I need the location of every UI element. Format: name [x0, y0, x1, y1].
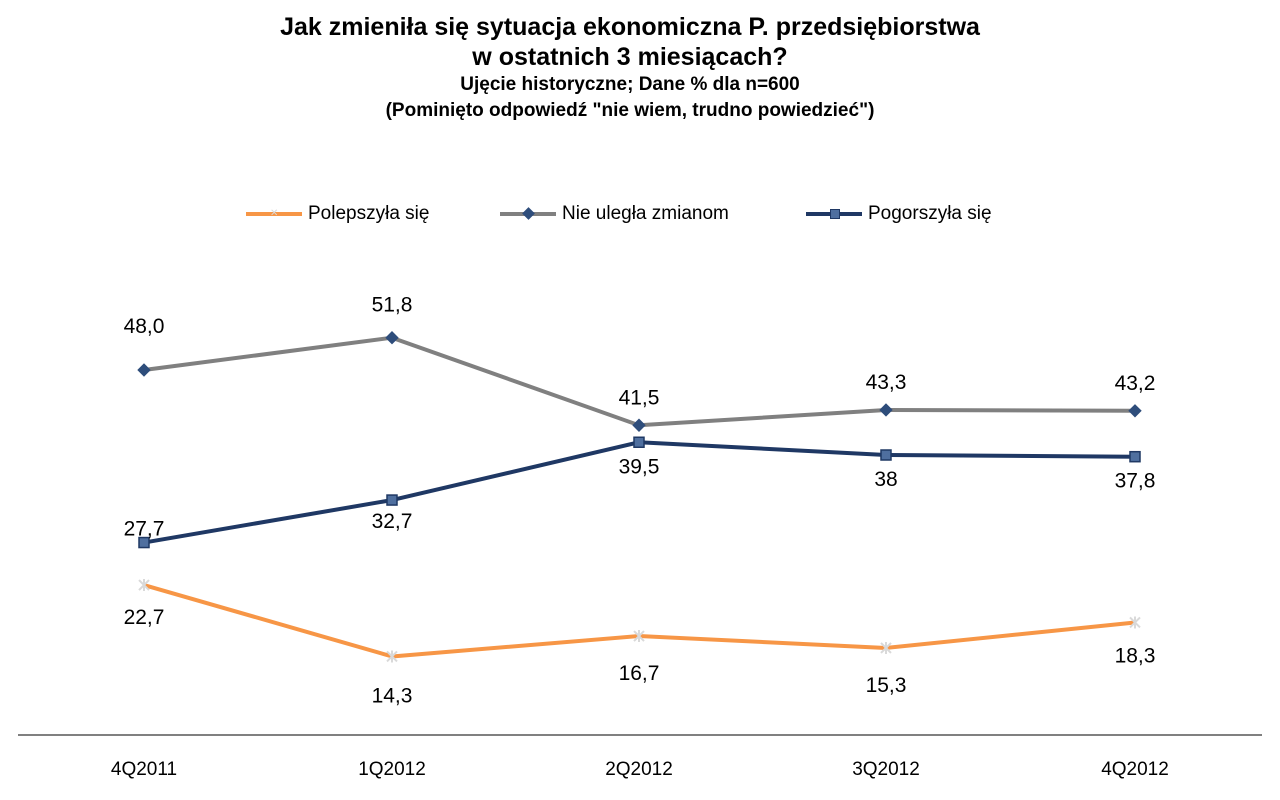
chart-legend: ✕ Polepszyła się Nie uległa zmianom Pogo…: [0, 203, 1280, 233]
data-label: 41,5: [619, 386, 660, 409]
chart-subtitle-line-2: (Pominięto odpowiedź "nie wiem, trudno p…: [385, 100, 875, 121]
series-line-1: [143, 335, 1136, 428]
data-label: 51,8: [372, 294, 413, 317]
star-marker-icon: [633, 630, 645, 643]
square-marker-icon: [386, 494, 398, 506]
data-label: 43,2: [1115, 372, 1156, 395]
series-line-0: [143, 583, 1136, 659]
legend-swatch-pogorszyla: [806, 209, 862, 219]
data-label: 16,7: [619, 662, 660, 685]
square-marker-icon: [633, 436, 645, 448]
legend-item-nie-ulegla: Nie uległa zmianom: [500, 203, 729, 225]
legend-label-polepszyla: Polepszyła się: [308, 203, 430, 224]
chart-subtitle-line-1: Ujęcie historyczne; Dane % dla n=600: [460, 74, 800, 95]
legend-swatch-polepszyla: ✕: [246, 208, 302, 219]
square-marker-icon: [880, 449, 892, 461]
data-label: 43,3: [866, 371, 907, 394]
diamond-marker-icon: [385, 330, 399, 345]
data-label: 15,3: [866, 674, 907, 697]
x-tick-label: 4Q2012: [1101, 759, 1169, 780]
legend-marker-star-icon: ✕: [270, 208, 279, 219]
chart-title-line-1: Jak zmieniła się sytuacja ekonomiczna P.…: [280, 13, 980, 41]
data-label: 39,5: [619, 455, 660, 478]
data-label: 38: [874, 468, 897, 491]
star-marker-icon: [138, 579, 150, 592]
star-marker-icon: [386, 650, 398, 663]
square-marker-icon: [1129, 450, 1141, 463]
data-label: 32,7: [372, 510, 413, 533]
legend-swatch-nie-ulegla: [500, 207, 556, 220]
legend-label-nie-ulegla: Nie uległa zmianom: [562, 203, 729, 224]
star-marker-icon: [880, 641, 892, 654]
data-label: 27,7: [124, 518, 165, 541]
square-marker-icon: [138, 536, 150, 549]
legend-item-pogorszyla: Pogorszyła się: [806, 203, 992, 225]
chart-title-block: Jak zmieniła się sytuacja ekonomiczna P.…: [0, 12, 1260, 124]
legend-marker-square-icon: [830, 209, 840, 219]
data-label: 37,8: [1115, 470, 1156, 493]
diamond-marker-icon: [879, 403, 893, 417]
data-label: 18,3: [1115, 644, 1156, 667]
legend-item-polepszyla: ✕ Polepszyła się: [246, 203, 429, 225]
diamond-marker-icon: [632, 418, 646, 432]
x-tick-label: 3Q2012: [852, 759, 920, 780]
legend-label-pogorszyla: Pogorszyła się: [868, 203, 992, 224]
x-tick-label: 2Q2012: [605, 759, 673, 780]
data-label: 14,3: [372, 684, 413, 707]
x-tick-label: 4Q2011: [111, 759, 177, 780]
chart-title-line-2: w ostatnich 3 miesiącach?: [472, 43, 788, 71]
data-label: 48,0: [124, 315, 165, 338]
x-tick-label: 1Q2012: [358, 759, 426, 780]
diamond-marker-icon: [1128, 404, 1142, 418]
star-marker-icon: [1129, 616, 1141, 629]
data-label: 22,7: [124, 606, 165, 629]
diamond-marker-icon: [137, 363, 151, 377]
